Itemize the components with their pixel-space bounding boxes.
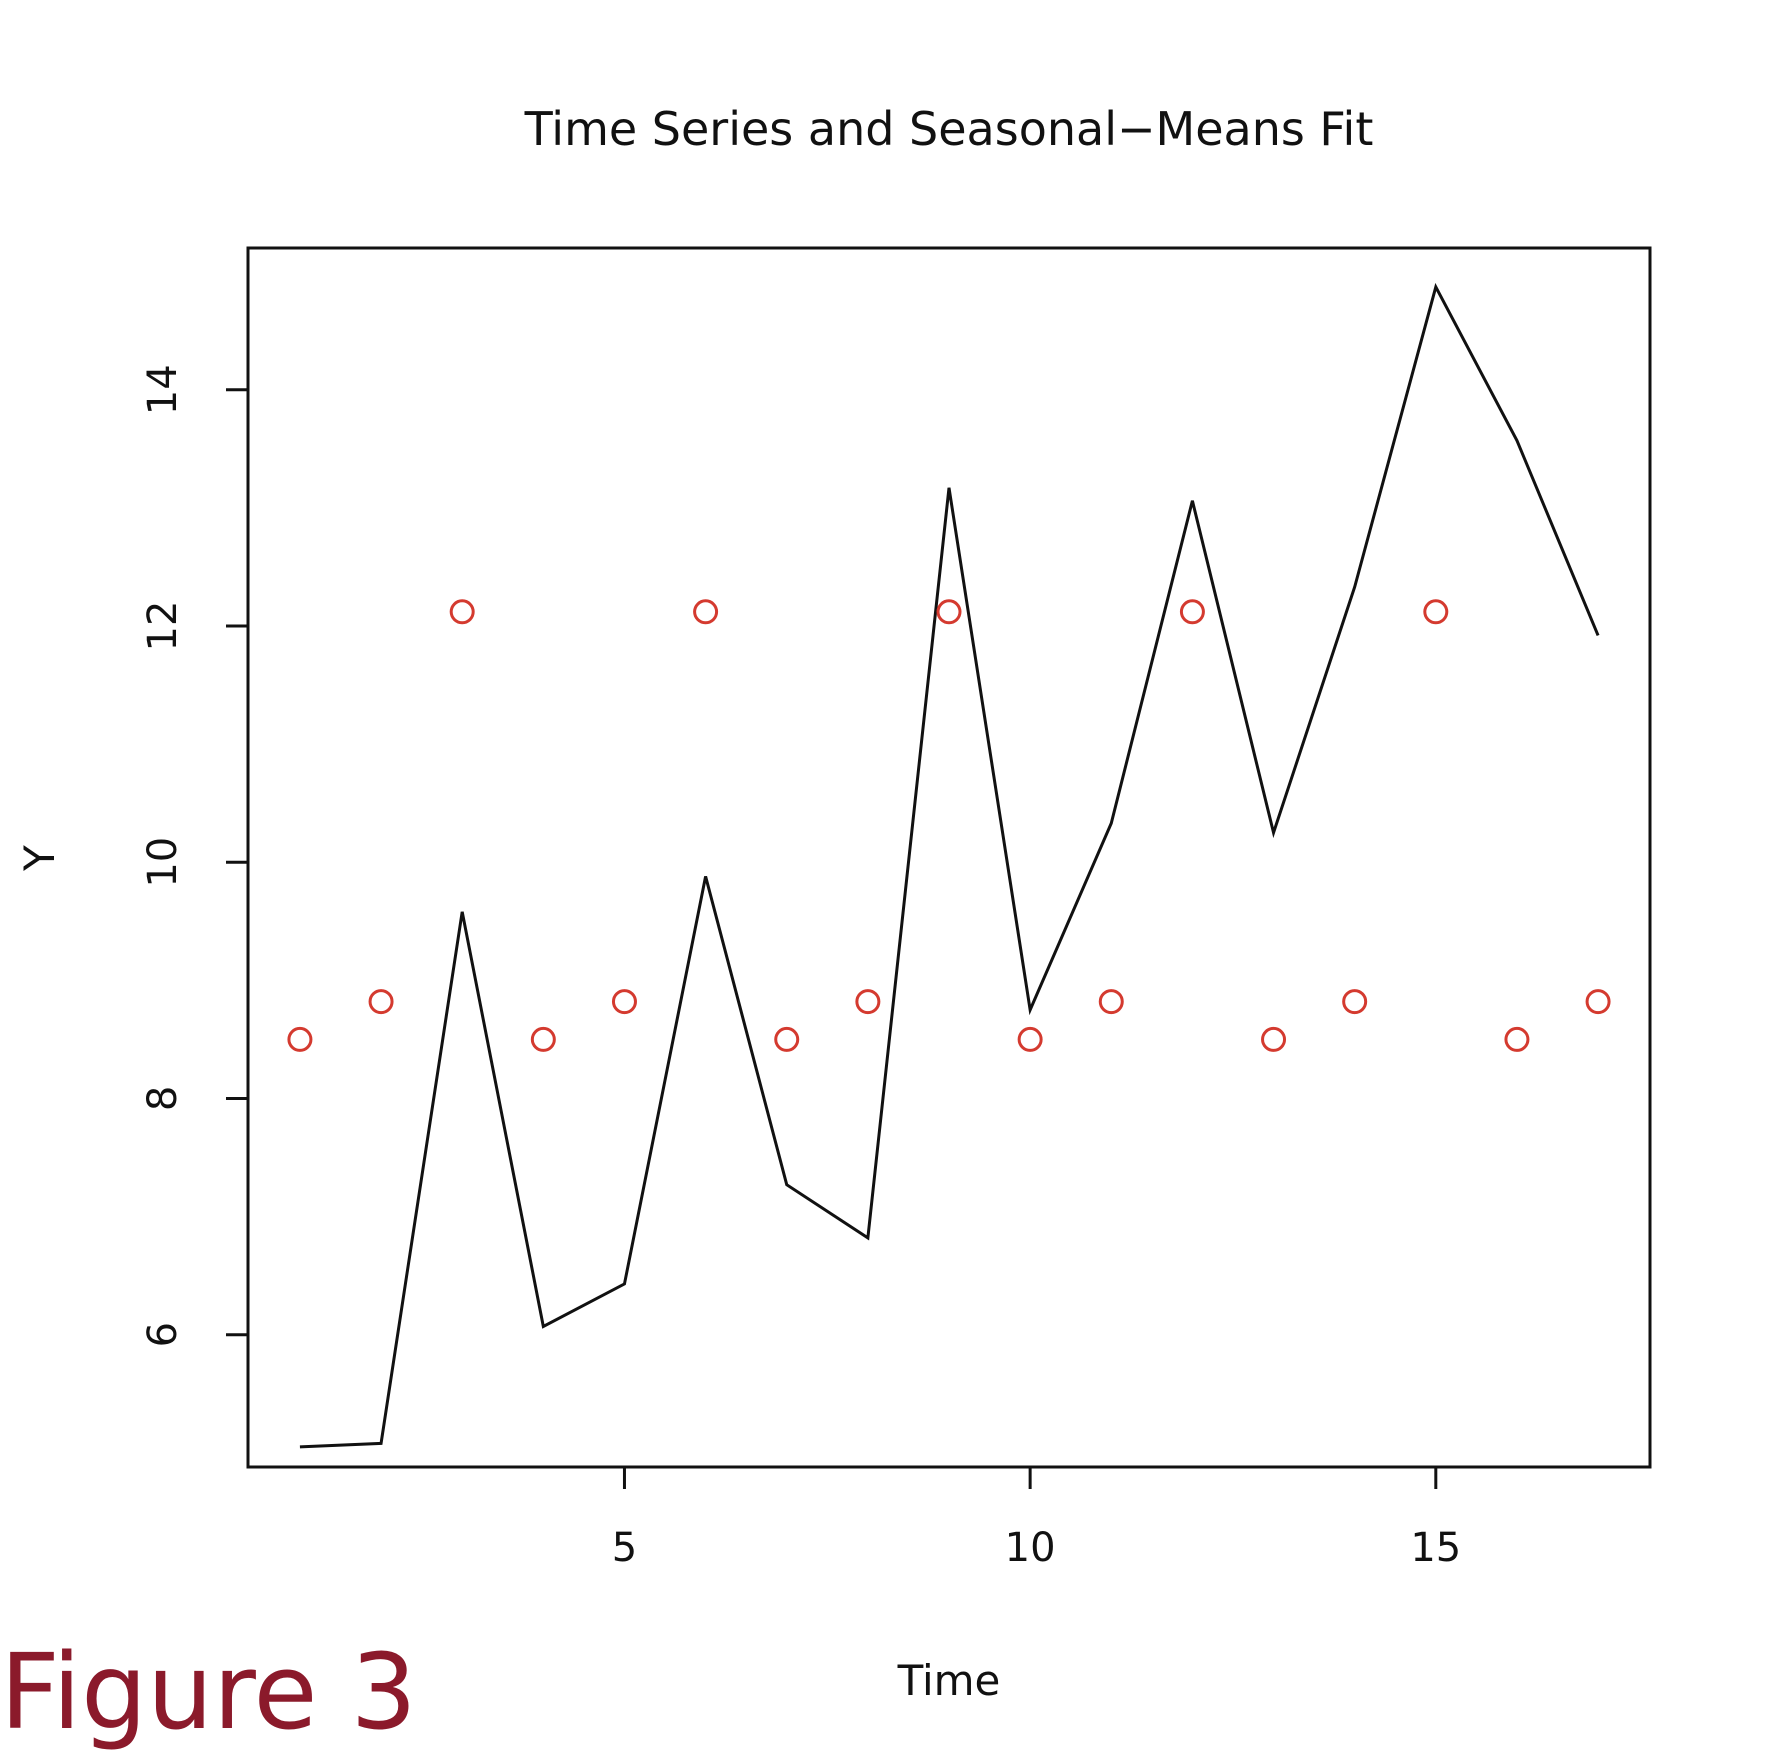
y-tick-label: 10 [140, 837, 186, 888]
data-point [287, 1026, 313, 1052]
series-layer [287, 282, 1611, 1449]
y-tick-label: 14 [140, 364, 186, 415]
data-point [368, 989, 394, 1015]
data-point [1261, 1026, 1287, 1052]
data-point [936, 599, 962, 625]
data-point [855, 989, 881, 1015]
y-tick-label: 12 [140, 601, 186, 652]
chart-title: Time Series and Seasonal−Means Fit [524, 102, 1374, 156]
data-point [774, 1026, 800, 1052]
data-point [1342, 989, 1368, 1015]
x-tick-label: 10 [1005, 1525, 1056, 1571]
x-tick-label: 15 [1410, 1525, 1461, 1571]
y-axis: 6 8 10 12 14 [140, 364, 248, 1347]
series-line [299, 282, 1600, 1449]
x-tick-label: 5 [612, 1525, 637, 1571]
data-point [1098, 989, 1124, 1015]
data-point [611, 989, 637, 1015]
data-point [449, 599, 475, 625]
figure-label: Figure 3 [0, 1631, 417, 1753]
x-axis-label: Time [897, 1656, 1001, 1705]
data-point [1585, 989, 1611, 1015]
data-point [1179, 599, 1205, 625]
y-tick-label: 8 [140, 1086, 186, 1111]
data-point [693, 599, 719, 625]
plot-frame [246, 246, 1652, 1469]
data-point [530, 1026, 556, 1052]
y-axis-label: Y [15, 845, 64, 872]
data-point [1423, 599, 1449, 625]
data-point [1017, 1026, 1043, 1052]
y-tick-label: 6 [140, 1322, 186, 1347]
data-point [1504, 1026, 1530, 1052]
x-axis: 5 10 15 [612, 1467, 1461, 1571]
